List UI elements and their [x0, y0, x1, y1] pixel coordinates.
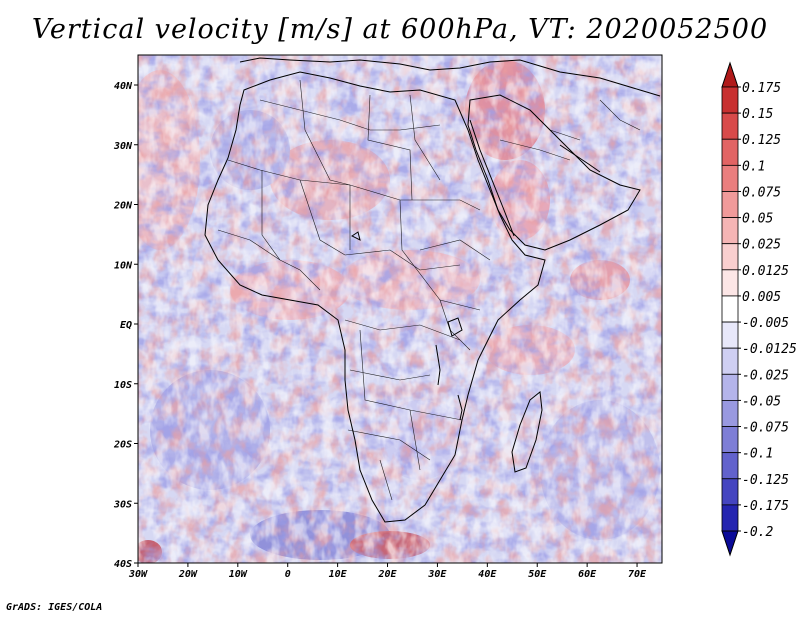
colorbar-label: 0.175 [742, 81, 781, 96]
arabian-peninsula [467, 94, 641, 251]
lon-tick-label: 20E [377, 569, 397, 580]
colorbar-bin [721, 295, 739, 323]
lat-tick-label: 20N [113, 201, 133, 212]
lakes [351, 231, 463, 421]
colorbar-label: -0.175 [742, 499, 789, 514]
lat-tick-label: 40S [114, 559, 132, 570]
colorbar-label: -0.075 [742, 421, 789, 436]
lake-tanganyika [435, 344, 441, 386]
lat-tick-label: 30N [113, 141, 133, 152]
velocity-field [138, 55, 662, 563]
colorbar-bottom-arrow [721, 530, 739, 557]
colorbar-bin [721, 86, 739, 114]
colorbar-bin [721, 452, 739, 480]
plot-frame [137, 54, 663, 564]
colorbar: 0.175 0.15 0.125 0.1 0.075 0.05 0.025 0.0125 0.0… [721, 61, 797, 557]
colorbar-label: 0.15 [742, 107, 773, 122]
coastlines [204, 57, 661, 523]
colorbar-bin [721, 217, 739, 245]
colorbar-label: -0.125 [742, 473, 789, 488]
colorbar-bin [721, 269, 739, 297]
colorbar-bin [721, 373, 739, 401]
lon-tick-label: 30W [128, 569, 148, 580]
latitude-axis: 40N 30N 20N 10N EQ 10S 20S 30S 40S [113, 81, 138, 570]
colorbar-label: 0.075 [742, 185, 781, 200]
colorbar-bin [721, 243, 739, 271]
lat-tick-label: EQ [120, 320, 132, 331]
colorbar-top-arrow [721, 61, 739, 88]
colorbar-label: 0.05 [742, 212, 773, 227]
footer-credit: GrADS: IGES/COLA [6, 602, 103, 613]
colorbar-bin [721, 321, 739, 349]
lon-tick-label: 30E [427, 569, 447, 580]
lon-tick-label: 10W [229, 569, 248, 580]
lon-tick-label: 40E [478, 569, 497, 580]
lon-tick-label: 50E [528, 569, 547, 580]
colorbar-label: 0.125 [742, 133, 781, 148]
lon-tick-label: 60E [578, 569, 597, 580]
colorbar-label: -0.025 [742, 368, 789, 383]
africa-coastline [204, 71, 546, 523]
colorbar-label: -0.05 [742, 394, 781, 409]
colorbar-bin [721, 400, 739, 427]
red-sea [469, 119, 515, 237]
colorbar-label: -0.005 [742, 316, 789, 331]
lon-tick-label: 0 [285, 569, 291, 580]
lake-chad [351, 231, 361, 241]
colorbar-bin [721, 347, 739, 375]
europe-coast [239, 57, 661, 97]
colorbar-bin [721, 426, 739, 454]
colorbar-label: 0.1 [742, 159, 765, 174]
lat-tick-label: 40N [114, 81, 133, 92]
lon-tick-label: 10E [329, 569, 348, 580]
lake-victoria [447, 317, 463, 337]
persian-gulf [559, 144, 601, 173]
colorbar-label: 0.0125 [742, 264, 789, 279]
lon-tick-label: 20W [178, 569, 198, 580]
longitude-axis: 30W 20W 10W 0 10E 20E 30E 40E 50E 60E 70E [128, 563, 647, 580]
colorbar-label: -0.0125 [742, 342, 797, 357]
lon-tick-label: 70E [628, 569, 647, 580]
colorbar-label: -0.2 [742, 525, 773, 540]
madagascar [511, 391, 543, 473]
colorbar-bin [721, 138, 739, 166]
chart-title: Vertical velocity [m/s] at 600hPa, VT: 2… [31, 14, 769, 45]
lat-tick-label: 10S [114, 380, 132, 391]
colorbar-label: 0.025 [742, 238, 781, 253]
colorbar-bin [721, 504, 739, 532]
colorbar-label: 0.005 [742, 290, 781, 305]
lake-malawi [457, 394, 463, 421]
lat-tick-label: 30S [113, 499, 132, 510]
lat-tick-label: 10N [114, 260, 133, 271]
colorbar-bin [721, 191, 739, 218]
country-borders [217, 79, 641, 501]
colorbar-bin [721, 164, 739, 192]
colorbar-bin [721, 112, 739, 140]
colorbar-bin [721, 478, 739, 506]
lat-tick-label: 20S [113, 440, 132, 451]
colorbar-label: -0.1 [742, 447, 773, 462]
